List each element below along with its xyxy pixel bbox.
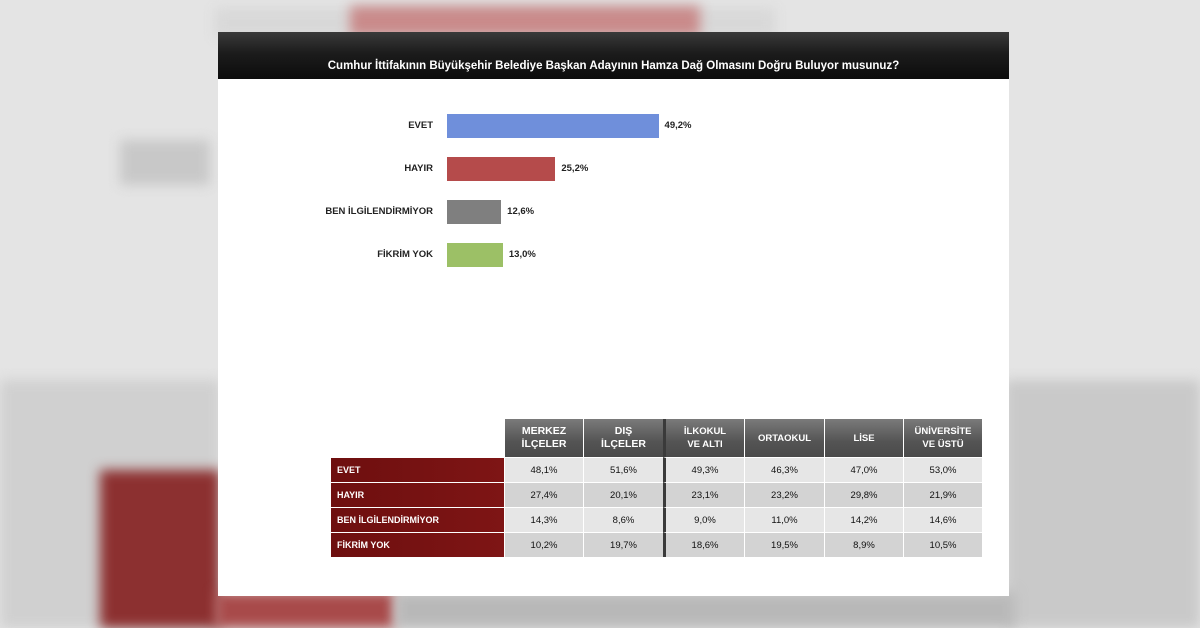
table-cell: 49,3% bbox=[663, 457, 744, 482]
table-cell: 8,6% bbox=[583, 507, 663, 532]
row-label: EVET bbox=[331, 457, 504, 482]
table-cell: 14,3% bbox=[504, 507, 583, 532]
table-cell: 23,2% bbox=[744, 482, 824, 507]
bar bbox=[447, 114, 659, 138]
table-header-row: MERKEZ İLÇELER DIŞ İLÇELER İLKOKUL VE AL… bbox=[331, 419, 982, 457]
column-header-merkez: MERKEZ İLÇELER bbox=[504, 419, 583, 457]
table-cell: 27,4% bbox=[504, 482, 583, 507]
bar-category-label: HAYIR bbox=[404, 163, 433, 174]
table-cell: 9,0% bbox=[663, 507, 744, 532]
column-header-universite: ÜNİVERSİTE VE ÜSTÜ bbox=[903, 419, 982, 457]
table-cell: 48,1% bbox=[504, 457, 583, 482]
crosstab-table: MERKEZ İLÇELER DIŞ İLÇELER İLKOKUL VE AL… bbox=[331, 419, 982, 557]
table-cell: 53,0% bbox=[903, 457, 982, 482]
table-cell: 20,1% bbox=[583, 482, 663, 507]
bar-category-label: EVET bbox=[408, 120, 433, 131]
table-row: BEN İLGİLENDİRMİYOR 14,3% 8,6% 9,0% 11,0… bbox=[331, 507, 982, 532]
bar-category-label: BEN İLGİLENDİRMİYOR bbox=[325, 206, 433, 217]
row-label: BEN İLGİLENDİRMİYOR bbox=[331, 507, 504, 532]
table-cell: 10,5% bbox=[903, 532, 982, 557]
table-row: HAYIR 27,4% 20,1% 23,1% 23,2% 29,8% 21,9… bbox=[331, 482, 982, 507]
survey-card: Cumhur İttifakının Büyükşehir Belediye B… bbox=[218, 32, 1009, 596]
bar-row: FİKRİM YOK 13,0% bbox=[218, 243, 1009, 267]
table-cell: 18,6% bbox=[663, 532, 744, 557]
bar bbox=[447, 200, 502, 224]
row-label: HAYIR bbox=[331, 482, 504, 507]
table-cell: 19,5% bbox=[744, 532, 824, 557]
bar-value-label: 13,0% bbox=[508, 249, 536, 260]
bar-value-label: 25,2% bbox=[561, 163, 589, 174]
table-cell: 10,2% bbox=[504, 532, 583, 557]
row-label: FİKRİM YOK bbox=[331, 532, 504, 557]
table-cell: 14,6% bbox=[903, 507, 982, 532]
table-cell: 46,3% bbox=[744, 457, 824, 482]
bar bbox=[447, 157, 556, 181]
table-cell: 51,6% bbox=[583, 457, 663, 482]
column-header-ortaokul: ORTAOKUL bbox=[744, 419, 824, 457]
table-corner bbox=[331, 419, 504, 457]
table-cell: 29,8% bbox=[824, 482, 903, 507]
column-header-ilkokul: İLKOKUL VE ALTI bbox=[663, 419, 744, 457]
bar bbox=[447, 243, 503, 267]
table-cell: 47,0% bbox=[824, 457, 903, 482]
bar-row: HAYIR 25,2% bbox=[218, 157, 1009, 181]
table-cell: 11,0% bbox=[744, 507, 824, 532]
table-row: FİKRİM YOK 10,2% 19,7% 18,6% 19,5% 8,9% … bbox=[331, 532, 982, 557]
table-cell: 14,2% bbox=[824, 507, 903, 532]
table-cell: 23,1% bbox=[663, 482, 744, 507]
bar-row: EVET 49,2% bbox=[218, 114, 1009, 138]
bar-category-label: FİKRİM YOK bbox=[377, 249, 433, 260]
bar-chart: EVET 49,2% HAYIR 25,2% BEN İLGİLENDİRMİYOR 12… bbox=[218, 79, 1009, 379]
table-cell: 8,9% bbox=[824, 532, 903, 557]
table-cell: 21,9% bbox=[903, 482, 982, 507]
table-cell: 19,7% bbox=[583, 532, 663, 557]
chart-title: Cumhur İttifakının Büyükşehir Belediye B… bbox=[327, 60, 900, 72]
bar-row: BEN İLGİLENDİRMİYOR 12,6% bbox=[218, 200, 1009, 224]
table-row: EVET 48,1% 51,6% 49,3% 46,3% 47,0% 53,0% bbox=[331, 457, 982, 482]
column-header-lise: LİSE bbox=[824, 419, 903, 457]
bar-value-label: 49,2% bbox=[664, 120, 692, 131]
title-bar: Cumhur İttifakının Büyükşehir Belediye B… bbox=[218, 32, 1009, 79]
column-header-dis: DIŞ İLÇELER bbox=[583, 419, 663, 457]
bar-value-label: 12,6% bbox=[507, 206, 535, 217]
